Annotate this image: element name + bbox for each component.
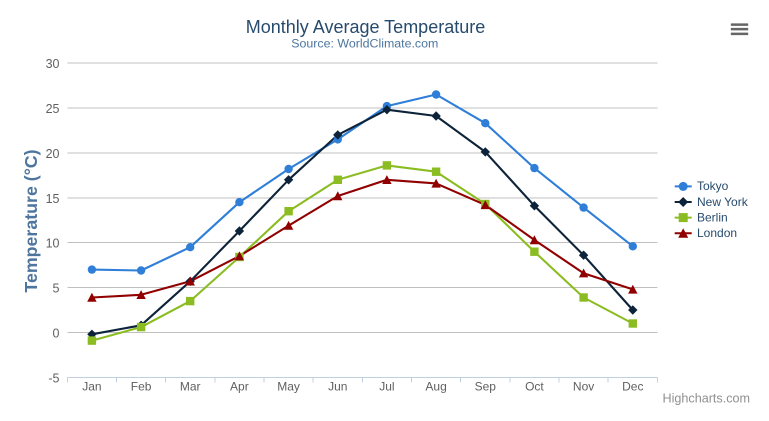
svg-text:20: 20 [46, 147, 60, 161]
svg-text:Jun: Jun [328, 380, 347, 394]
svg-text:15: 15 [46, 192, 60, 206]
svg-text:Berlin: Berlin [697, 210, 728, 224]
svg-text:Sep: Sep [475, 380, 497, 394]
svg-text:Monthly Average Temperature: Monthly Average Temperature [246, 17, 485, 37]
svg-text:5: 5 [53, 282, 60, 296]
svg-text:Nov: Nov [573, 380, 594, 394]
svg-text:Highcharts.com: Highcharts.com [663, 392, 751, 406]
svg-text:30: 30 [46, 57, 60, 71]
svg-text:Tokyo: Tokyo [697, 179, 729, 193]
svg-text:Aug: Aug [425, 380, 446, 394]
svg-text:-5: -5 [48, 371, 59, 385]
svg-text:25: 25 [46, 102, 60, 116]
svg-text:Apr: Apr [230, 380, 249, 394]
svg-text:New York: New York [697, 195, 749, 209]
svg-text:0: 0 [53, 327, 60, 341]
svg-text:Jul: Jul [379, 380, 394, 394]
svg-text:London: London [697, 226, 737, 240]
svg-text:May: May [277, 380, 300, 394]
svg-text:Feb: Feb [131, 380, 152, 394]
svg-text:Mar: Mar [180, 380, 201, 394]
svg-text:Source: WorldClimate.com: Source: WorldClimate.com [291, 37, 438, 51]
svg-text:Temperature (°C): Temperature (°C) [21, 149, 41, 292]
svg-text:Jan: Jan [82, 380, 101, 394]
svg-text:Oct: Oct [525, 380, 544, 394]
svg-text:10: 10 [46, 237, 60, 251]
svg-text:Dec: Dec [622, 380, 643, 394]
